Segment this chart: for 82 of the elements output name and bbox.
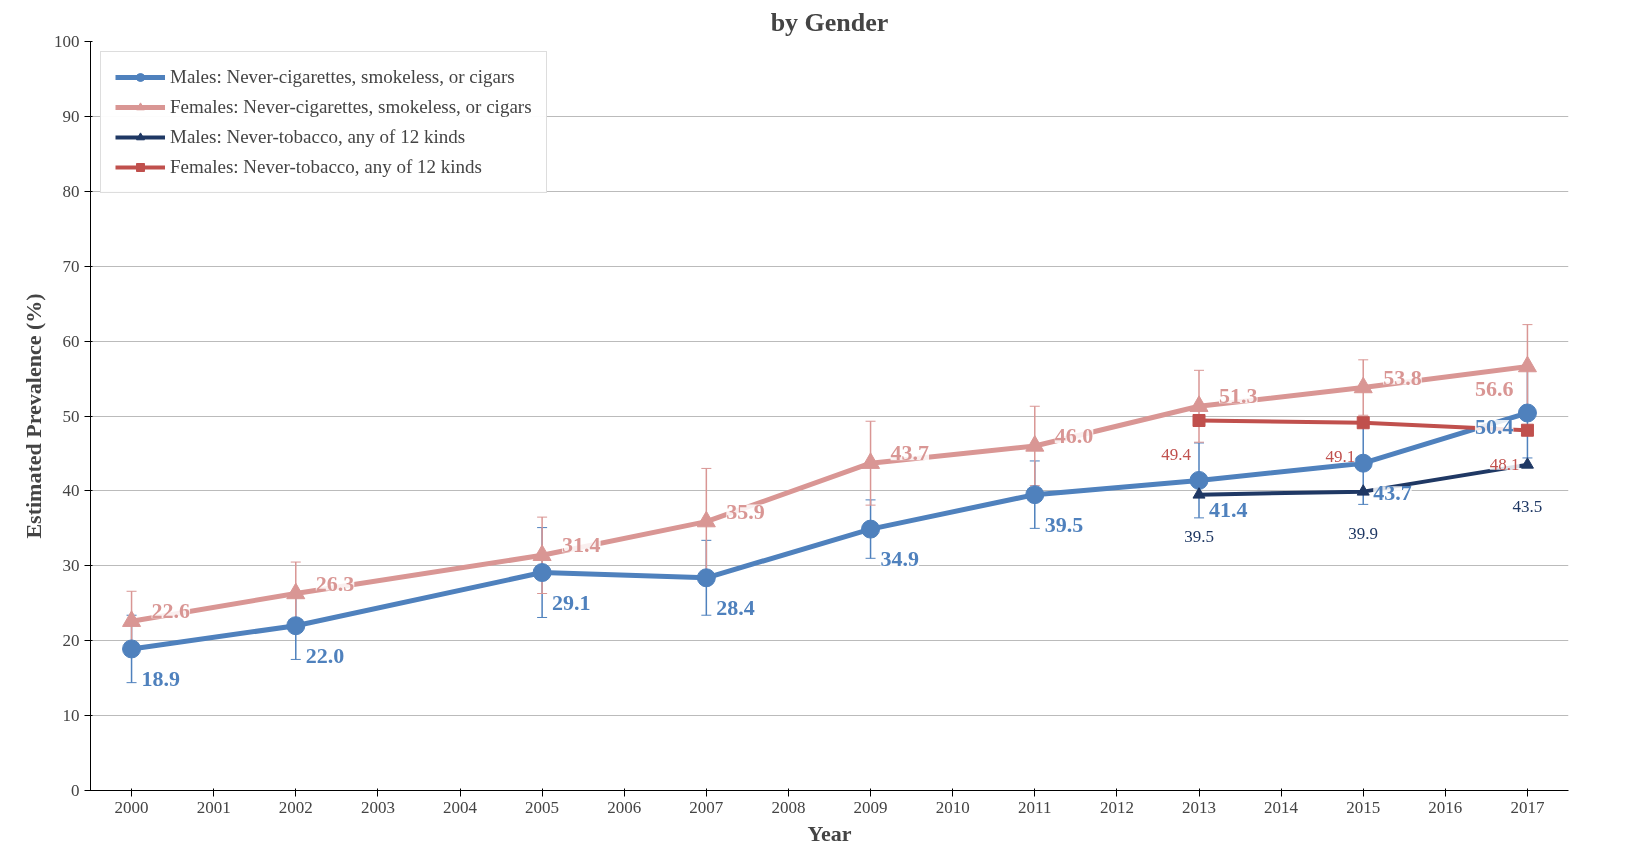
data-label: 43.7 [1373, 480, 1412, 506]
point [532, 563, 552, 583]
data-label: 50.4 [1474, 414, 1514, 439]
x-tick-label: 2003 [360, 797, 395, 817]
point [1520, 457, 1534, 469]
data-label: 22.0 [305, 642, 345, 668]
point [1189, 470, 1209, 490]
x-tick-label: 2011 [1018, 797, 1052, 817]
x-tick-label: 2014 [1264, 797, 1299, 817]
data-label: 26.3 [315, 570, 355, 596]
x-tick-label: 2012 [1099, 797, 1134, 817]
x-tick-label: 2000 [114, 797, 149, 817]
data-label: 28.4 [716, 594, 755, 620]
y-tick-label: 70 [62, 256, 80, 276]
data-label: 51.3 [1219, 383, 1258, 409]
x-tick-label: 2008 [771, 797, 806, 817]
point [1353, 376, 1373, 394]
x-tick-label: 2001 [196, 797, 231, 817]
chart-title: by Gender [770, 7, 889, 37]
data-label: 43.5 [1512, 497, 1543, 517]
data-label: 39.5 [1044, 511, 1084, 537]
x-tick-label: 2002 [278, 797, 313, 817]
data-label: 31.4 [562, 532, 601, 558]
point [1517, 355, 1537, 373]
point [1189, 395, 1209, 412]
data-label: 18.9 [141, 665, 181, 691]
y-tick-label: 50 [62, 406, 80, 426]
point [1025, 485, 1045, 505]
y-tick-label: 0 [71, 781, 80, 800]
x-tick-label: 2015 [1346, 797, 1381, 817]
point [696, 568, 716, 588]
y-tick-label: 80 [62, 181, 80, 201]
y-tick-label: 10 [62, 706, 80, 726]
y-tick-label: 90 [62, 106, 80, 126]
point [861, 452, 881, 469]
point [1517, 403, 1537, 423]
y-axis-title: Estimated Prevalence (%) [21, 293, 46, 539]
point [861, 519, 881, 539]
x-tick-label: 2017 [1510, 797, 1545, 817]
x-tick-label: 2009 [853, 797, 888, 817]
y-tick-label: 40 [62, 481, 80, 501]
x-axis-title: Year [807, 820, 852, 846]
x-tick-label: 2005 [525, 797, 560, 817]
point [286, 616, 306, 636]
data-label: 29.1 [552, 589, 591, 615]
point [696, 510, 716, 528]
data-label: 56.6 [1474, 375, 1514, 401]
y-tick-label: 20 [62, 631, 80, 651]
point [1353, 453, 1373, 473]
legend-label: Males: Never-tobacco, any of 12 kinds [170, 126, 466, 148]
point [532, 544, 552, 562]
data-label: 49.1 [1325, 447, 1356, 467]
data-label: 35.9 [726, 498, 765, 524]
x-tick-label: 2007 [689, 797, 724, 817]
data-label: 41.4 [1209, 497, 1248, 523]
data-label: 48.1 [1489, 454, 1520, 474]
x-tick-label: 2006 [607, 797, 642, 817]
data-label: 49.4 [1161, 444, 1192, 464]
x-tick-label: 2010 [935, 797, 970, 817]
point [1520, 423, 1534, 437]
legend-label: Females: Never-tobacco, any of 12 kinds [170, 156, 482, 178]
point [1356, 416, 1370, 430]
data-label: 39.9 [1348, 524, 1379, 544]
point [1192, 487, 1206, 499]
point [122, 639, 142, 659]
point [1025, 435, 1045, 452]
legend-label: Males: Never-cigarettes, smokeless, or cigars [170, 66, 515, 88]
x-tick-label: 2016 [1428, 797, 1463, 817]
data-label: 22.6 [151, 598, 191, 624]
y-tick-label: 100 [54, 32, 80, 51]
y-tick-label: 30 [62, 556, 80, 576]
y-tick-label: 60 [62, 331, 80, 351]
x-tick-label: 2004 [443, 797, 478, 817]
data-label: 39.5 [1184, 527, 1214, 547]
data-label: 43.7 [890, 440, 930, 466]
legend-label: Females: Never-cigarettes, smokeless, or cigars [170, 96, 532, 118]
data-label: 53.8 [1383, 364, 1422, 390]
data-label: 46.0 [1054, 422, 1094, 448]
point [1356, 484, 1370, 496]
data-label: 34.9 [880, 546, 920, 572]
point [1192, 413, 1206, 427]
x-tick-label: 2013 [1182, 797, 1216, 817]
